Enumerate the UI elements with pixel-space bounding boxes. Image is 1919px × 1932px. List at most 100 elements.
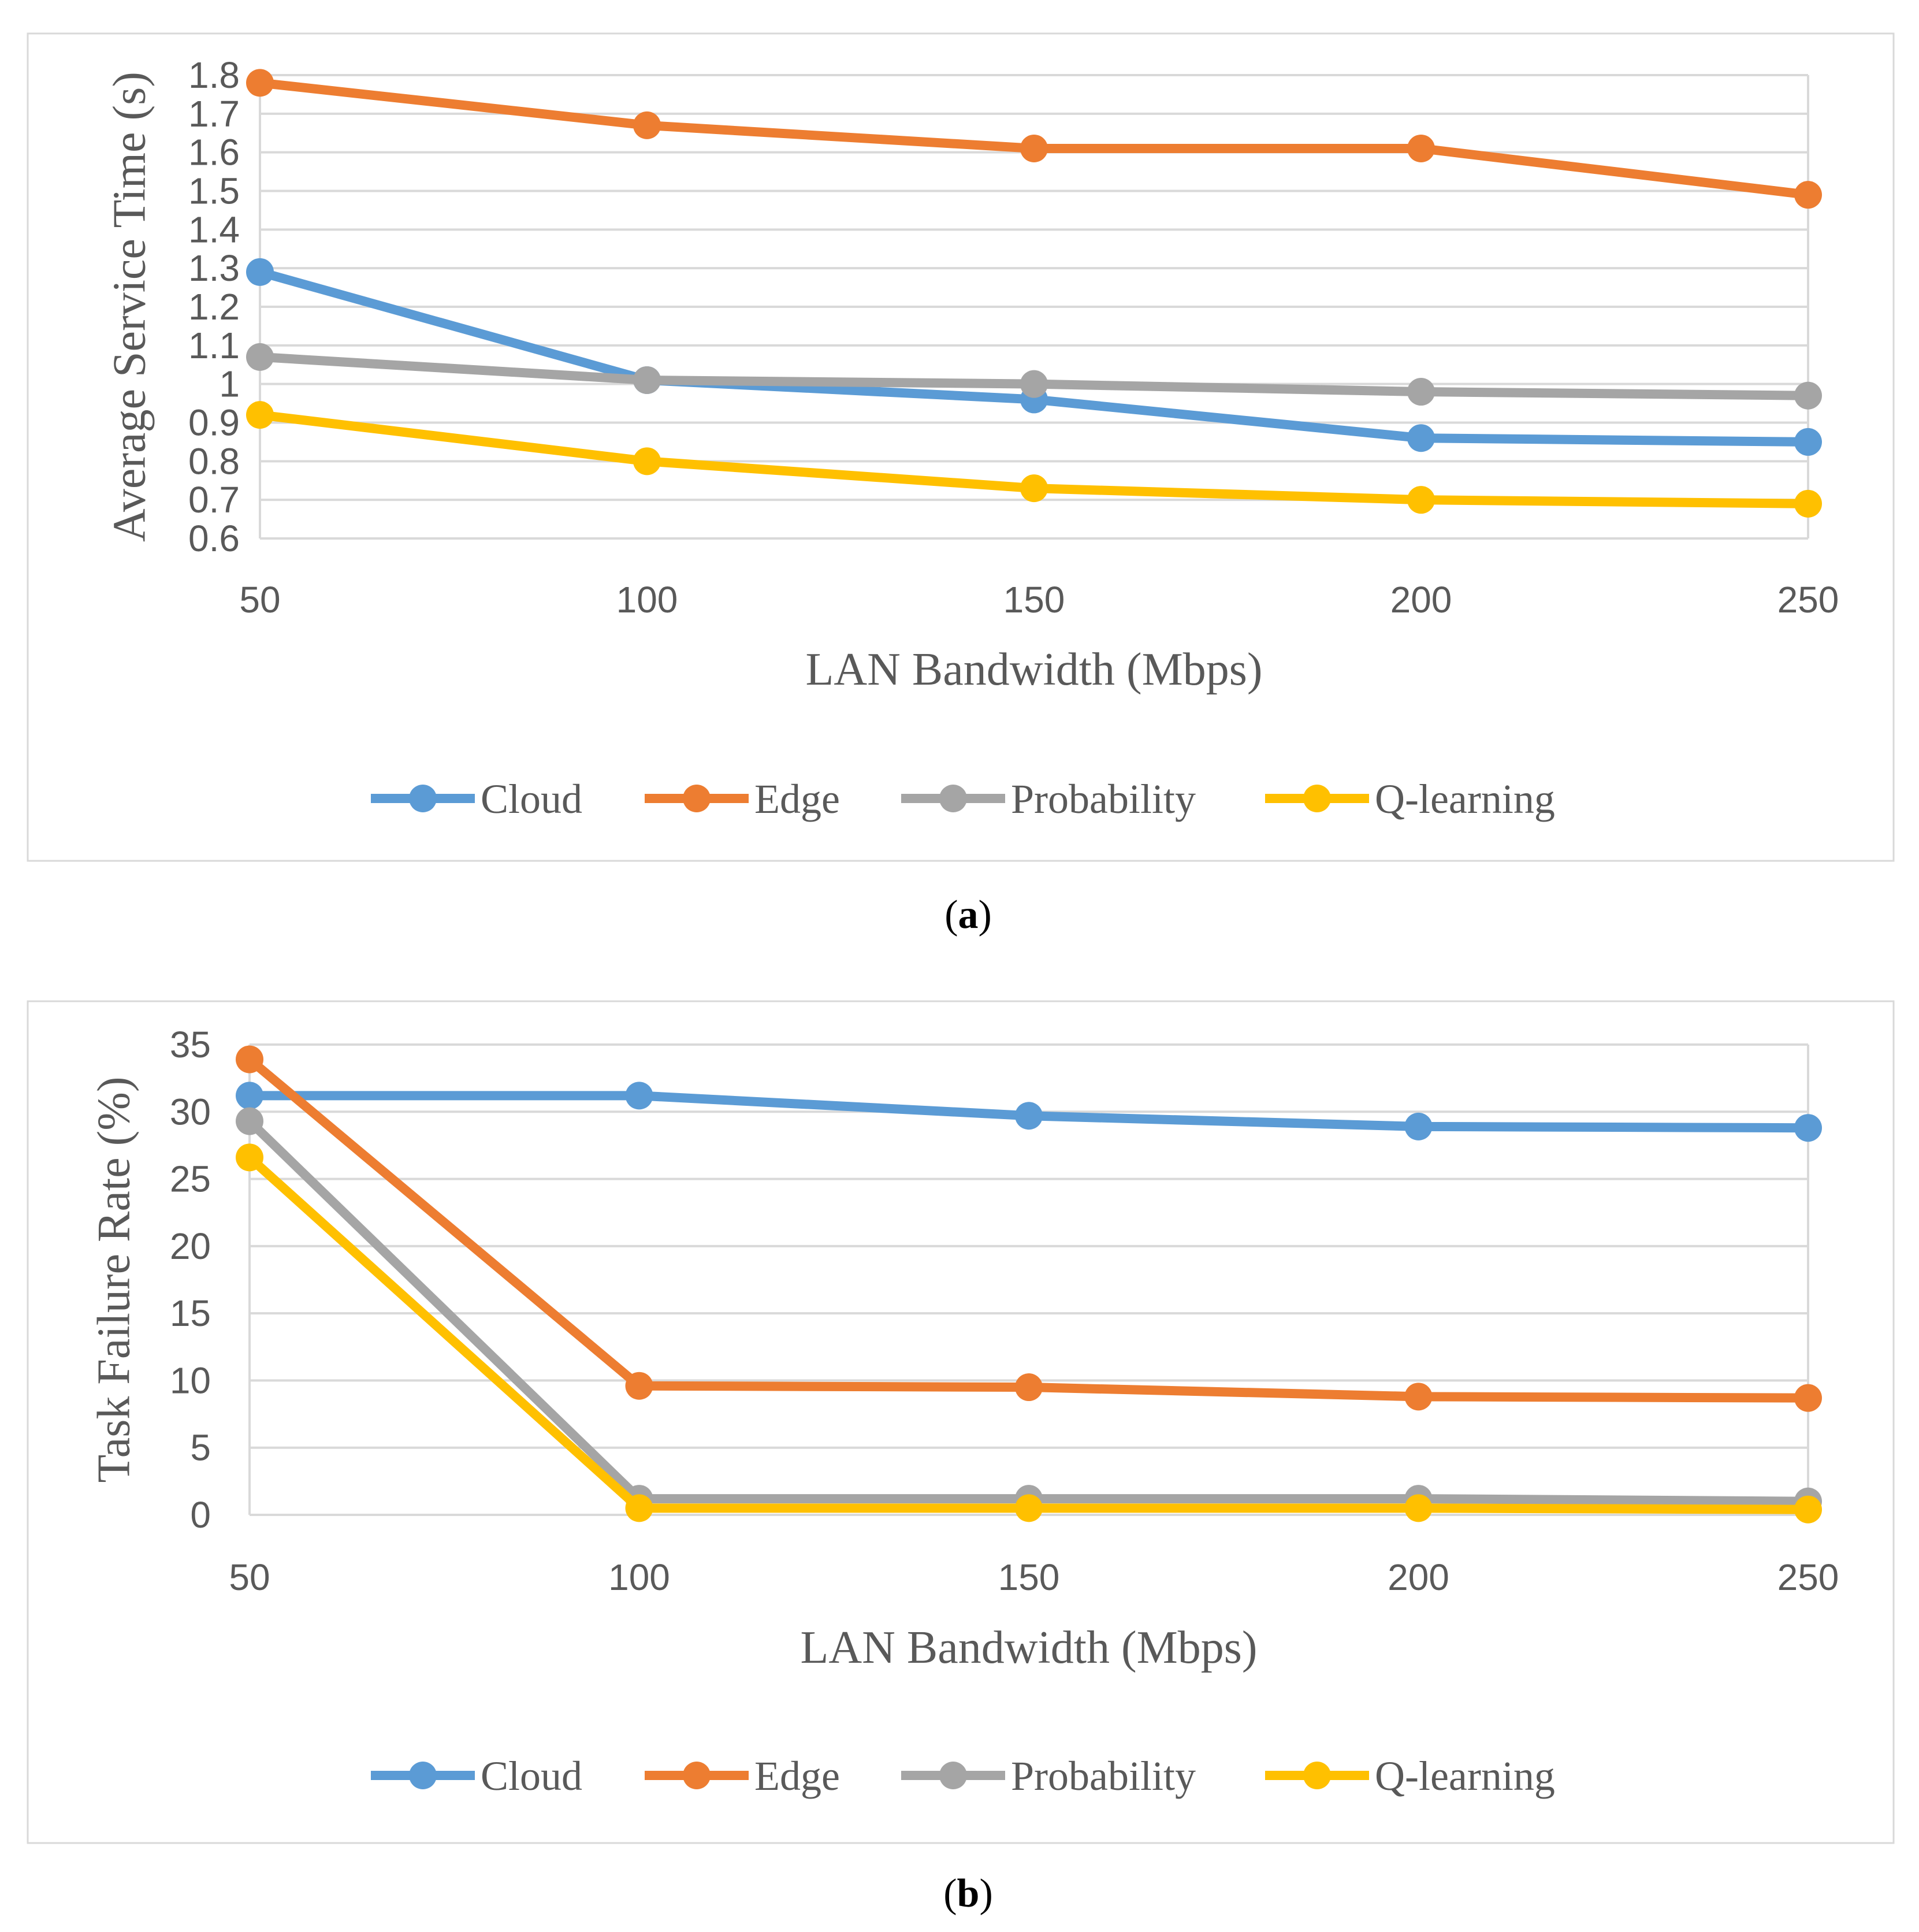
- data-point-probability: [1407, 378, 1435, 406]
- y-tick-label: 0.7: [188, 479, 240, 521]
- data-point-cloud: [246, 258, 274, 286]
- legend-item-q-learning: Q-learning: [1265, 1753, 1555, 1799]
- y-tick-label: 0.8: [188, 440, 240, 482]
- legend-item-probability: Probability: [901, 776, 1196, 822]
- chart-b-frame: [27, 1000, 1895, 1844]
- data-point-q-learning: [246, 401, 274, 429]
- data-point-q-learning: [1015, 1494, 1043, 1522]
- chart-a-y-axis-title: Average Service Time (s): [104, 72, 155, 542]
- x-tick-label: 200: [1388, 1556, 1449, 1598]
- data-point-edge: [246, 69, 274, 97]
- caption-open-paren: (: [943, 1871, 957, 1916]
- data-point-edge: [1015, 1373, 1043, 1402]
- legend-marker-q-learning: [1303, 785, 1331, 812]
- x-tick-label: 100: [616, 579, 678, 621]
- data-point-probability: [1794, 381, 1822, 410]
- legend-item-edge: Edge: [645, 776, 840, 822]
- chart-b-x-axis-title: LAN Bandwidth (Mbps): [800, 1622, 1257, 1673]
- chart-a-x-axis-title: LAN Bandwidth (Mbps): [805, 644, 1262, 695]
- legend-label-probability: Probability: [1011, 1753, 1196, 1799]
- data-point-cloud: [236, 1082, 263, 1110]
- data-point-edge: [633, 111, 661, 139]
- chart-a-caption: (a): [944, 893, 992, 937]
- chart-a: 50 100 150 200 250 0.6 0.7 0.8 0.9 1 1.1…: [27, 32, 1895, 937]
- y-tick-label: 0.9: [188, 402, 240, 444]
- legend-label-q-learning: Q-learning: [1375, 1753, 1555, 1799]
- y-tick-label: 1.3: [188, 247, 240, 289]
- chart-b-series: [236, 1045, 1822, 1524]
- data-point-cloud: [625, 1082, 653, 1110]
- y-tick-label: 1.1: [188, 325, 240, 366]
- legend-marker-probability: [939, 785, 967, 812]
- y-tick-label: 1.2: [188, 286, 240, 328]
- y-tick-label: 15: [170, 1292, 211, 1334]
- data-point-q-learning: [1407, 486, 1435, 514]
- y-tick-label: 1.8: [188, 54, 240, 96]
- data-point-q-learning: [1020, 474, 1048, 503]
- legend-label-cloud: Cloud: [481, 776, 582, 822]
- y-tick-label: 1: [219, 363, 240, 405]
- legend-marker-probability: [939, 1762, 967, 1789]
- chart-a-y-tick-labels: 0.6 0.7 0.8 0.9 1 1.1 1.2 1.3 1.4 1.5 1.…: [188, 54, 240, 559]
- data-point-cloud: [1794, 428, 1822, 456]
- data-point-edge: [1404, 1383, 1433, 1411]
- legend-label-q-learning: Q-learning: [1375, 776, 1555, 822]
- data-point-q-learning: [1404, 1494, 1433, 1522]
- series-line-cloud: [255, 267, 1813, 447]
- legend-label-edge: Edge: [754, 1753, 840, 1799]
- legend-label-probability: Probability: [1011, 776, 1196, 822]
- y-tick-label: 1.6: [188, 132, 240, 173]
- x-tick-label: 100: [608, 1556, 670, 1598]
- x-tick-label: 200: [1390, 579, 1452, 621]
- caption-open-paren: (: [944, 893, 958, 937]
- data-point-q-learning: [633, 447, 661, 475]
- data-point-cloud: [1407, 424, 1435, 452]
- data-point-edge: [1020, 134, 1048, 162]
- legend-label-edge: Edge: [754, 776, 840, 822]
- x-tick-label: 250: [1777, 579, 1839, 621]
- legend-item-cloud: Cloud: [371, 1753, 582, 1799]
- legend-marker-edge: [683, 785, 711, 812]
- y-tick-label: 1.5: [188, 170, 240, 212]
- data-point-edge: [1407, 134, 1435, 162]
- caption-letter: b: [957, 1871, 980, 1916]
- chart-b-y-tick-labels: 0 5 10 15 20 25 30 35: [170, 1024, 211, 1536]
- data-point-probability: [1020, 370, 1048, 398]
- chart-a-x-tick-labels: 50 100 150 200 250: [239, 579, 1839, 621]
- legend-item-edge: Edge: [645, 1753, 840, 1799]
- data-point-q-learning: [1794, 489, 1822, 518]
- legend-marker-q-learning: [1303, 1762, 1331, 1789]
- chart-b-caption: (b): [943, 1871, 993, 1916]
- y-tick-label: 25: [170, 1158, 211, 1200]
- y-tick-label: 0.6: [188, 518, 240, 559]
- chart-b: 50 100 150 200 250 0 5 10 15 20 25 30 35…: [27, 1000, 1895, 1916]
- y-tick-label: 5: [190, 1427, 211, 1469]
- data-point-cloud: [1404, 1112, 1433, 1140]
- y-tick-label: 1.7: [188, 93, 240, 135]
- x-tick-label: 150: [998, 1556, 1060, 1598]
- x-tick-label: 50: [229, 1556, 270, 1598]
- chart-a-legend: Cloud Edge Probability Q-learning: [371, 776, 1555, 822]
- data-point-q-learning: [1794, 1495, 1822, 1524]
- chart-b-legend: Cloud Edge Probability Q-learning: [371, 1753, 1555, 1799]
- chart-a-frame: [27, 32, 1895, 862]
- legend-label-cloud: Cloud: [481, 1753, 582, 1799]
- legend-marker-cloud: [409, 785, 437, 812]
- y-tick-label: 1.4: [188, 209, 240, 250]
- chart-b-x-tick-labels: 50 100 150 200 250: [229, 1556, 1839, 1598]
- x-tick-label: 150: [1003, 579, 1065, 621]
- y-tick-label: 35: [170, 1024, 211, 1065]
- y-tick-label: 20: [170, 1225, 211, 1267]
- data-point-cloud: [1794, 1114, 1822, 1142]
- data-point-q-learning: [625, 1494, 653, 1522]
- legend-item-probability: Probability: [901, 1753, 1196, 1799]
- chart-a-series: [246, 69, 1822, 518]
- data-point-q-learning: [236, 1143, 263, 1172]
- legend-marker-cloud: [409, 1762, 437, 1789]
- data-point-probability: [633, 366, 661, 394]
- data-point-cloud: [1015, 1102, 1043, 1130]
- caption-letter: a: [958, 893, 979, 937]
- series-line-q-learning: [245, 1153, 1813, 1514]
- data-point-edge: [236, 1045, 263, 1073]
